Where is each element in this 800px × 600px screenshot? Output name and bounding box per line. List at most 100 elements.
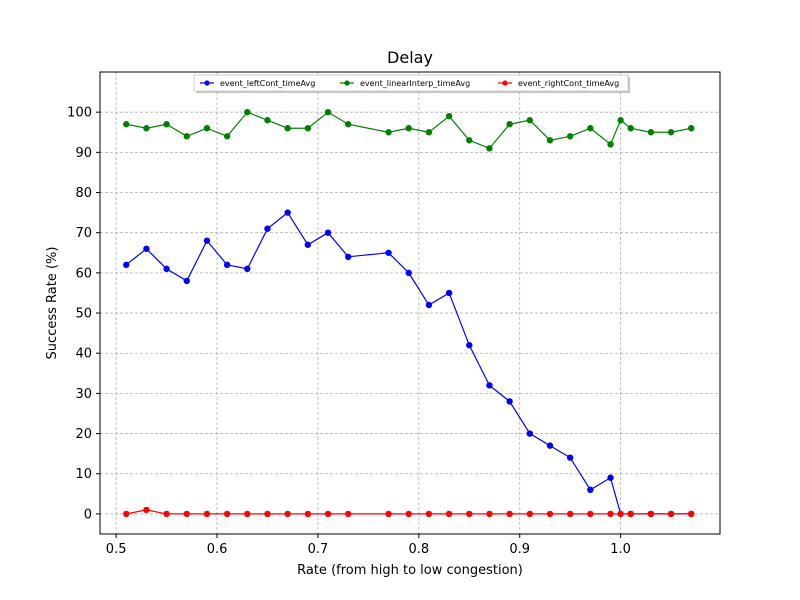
data-point xyxy=(486,145,493,152)
legend-items: event_leftCont_timeAvg event_linearInterp… xyxy=(200,79,619,88)
data-point xyxy=(324,510,332,518)
data-point xyxy=(627,510,634,518)
data-point xyxy=(667,510,675,518)
data-point xyxy=(284,125,291,132)
data-point xyxy=(526,117,534,124)
x-axis-label: Rate (from high to low congestion) xyxy=(297,563,523,578)
data-point xyxy=(526,510,534,518)
legend: event_leftCont_timeAvg event_linearInterp… xyxy=(193,74,630,93)
data-point xyxy=(264,510,271,518)
data-point xyxy=(607,141,614,148)
x-tick-label: 0.6 xyxy=(207,542,228,557)
data-point xyxy=(486,510,493,518)
y-axis-label: Success Rate (%) xyxy=(45,247,60,360)
data-point xyxy=(123,121,130,128)
data-point xyxy=(587,486,594,494)
x-tick-label: 0.8 xyxy=(408,542,429,557)
data-point xyxy=(264,117,271,124)
data-point xyxy=(264,225,271,232)
data-point xyxy=(466,137,473,144)
data-point xyxy=(163,510,170,518)
chart-title: Delay xyxy=(387,48,433,67)
grid xyxy=(100,72,720,534)
legend-entry: event_leftCont_timeAvg xyxy=(200,79,315,88)
data-point xyxy=(304,241,312,248)
data-point xyxy=(425,129,433,136)
data-point xyxy=(123,510,130,518)
legend-label: event_rightCont_timeAvg xyxy=(518,79,619,88)
legend-marker xyxy=(204,80,210,86)
y-tick-label: 80 xyxy=(75,186,92,201)
data-point xyxy=(617,510,624,518)
data-point xyxy=(143,245,150,252)
data-point xyxy=(546,510,554,518)
y-tick-label: 90 xyxy=(75,146,92,161)
x-tick-label: 1.0 xyxy=(610,542,631,557)
data-point xyxy=(223,261,231,269)
y-tick-label: 50 xyxy=(75,307,92,322)
data-point xyxy=(345,510,352,518)
data-point xyxy=(203,510,211,518)
data-point xyxy=(445,112,453,120)
data-point xyxy=(647,510,655,518)
data-point xyxy=(345,253,352,260)
data-point xyxy=(183,277,190,285)
data-point xyxy=(223,510,231,518)
data-point xyxy=(506,398,513,405)
data-point xyxy=(486,382,493,389)
legend-entry: event_linearInterp_timeAvg xyxy=(340,79,470,88)
data-point xyxy=(445,289,453,297)
series-group xyxy=(123,108,695,518)
data-point xyxy=(385,129,392,136)
x-tick-label: 0.5 xyxy=(106,542,127,557)
data-point xyxy=(324,108,332,116)
data-point xyxy=(647,129,655,136)
legend-box xyxy=(193,74,629,92)
data-point xyxy=(587,125,594,132)
data-point xyxy=(244,510,251,518)
data-point xyxy=(304,510,312,518)
data-point xyxy=(143,125,150,132)
legend-entry: event_rightCont_timeAvg xyxy=(498,79,619,88)
series-event_linearInterp_timeAvg xyxy=(123,108,695,152)
data-point xyxy=(304,125,312,132)
data-point xyxy=(163,265,170,273)
data-point xyxy=(587,510,594,518)
data-point xyxy=(425,301,433,309)
data-point xyxy=(244,108,251,116)
legend-label: event_linearInterp_timeAvg xyxy=(360,79,470,88)
y-tick-label: 100 xyxy=(67,106,92,121)
data-point xyxy=(284,209,291,216)
data-point xyxy=(506,121,513,128)
data-point xyxy=(445,510,453,518)
y-tick-label: 60 xyxy=(75,266,92,281)
data-point xyxy=(203,237,211,244)
data-point xyxy=(566,133,574,140)
data-point xyxy=(123,261,130,269)
data-point xyxy=(617,117,624,124)
data-point xyxy=(466,341,473,349)
data-point xyxy=(223,133,231,140)
data-point xyxy=(405,269,412,277)
data-point xyxy=(345,121,352,128)
data-point xyxy=(183,133,190,140)
data-point xyxy=(405,510,412,518)
data-point xyxy=(244,265,251,273)
y-tick-label: 20 xyxy=(75,427,92,442)
x-tick-label: 0.9 xyxy=(509,542,530,557)
data-point xyxy=(688,510,695,518)
axis-ticks: 0.5 0.6 0.7 0.8 0.9 1.0 0 10 20 30 40 50 60 70 80 90 100 xyxy=(67,106,631,557)
data-point xyxy=(385,249,392,256)
y-tick-label: 40 xyxy=(75,347,92,362)
data-point xyxy=(163,121,170,128)
x-tick-label: 0.7 xyxy=(308,542,329,557)
series-event_rightCont_timeAvg xyxy=(123,506,695,518)
data-point xyxy=(566,454,574,461)
plot-frame xyxy=(99,71,721,535)
y-tick-label: 0 xyxy=(84,507,92,522)
legend-label: event_leftCont_timeAvg xyxy=(220,79,315,88)
data-point xyxy=(203,125,211,132)
data-point xyxy=(688,125,695,132)
